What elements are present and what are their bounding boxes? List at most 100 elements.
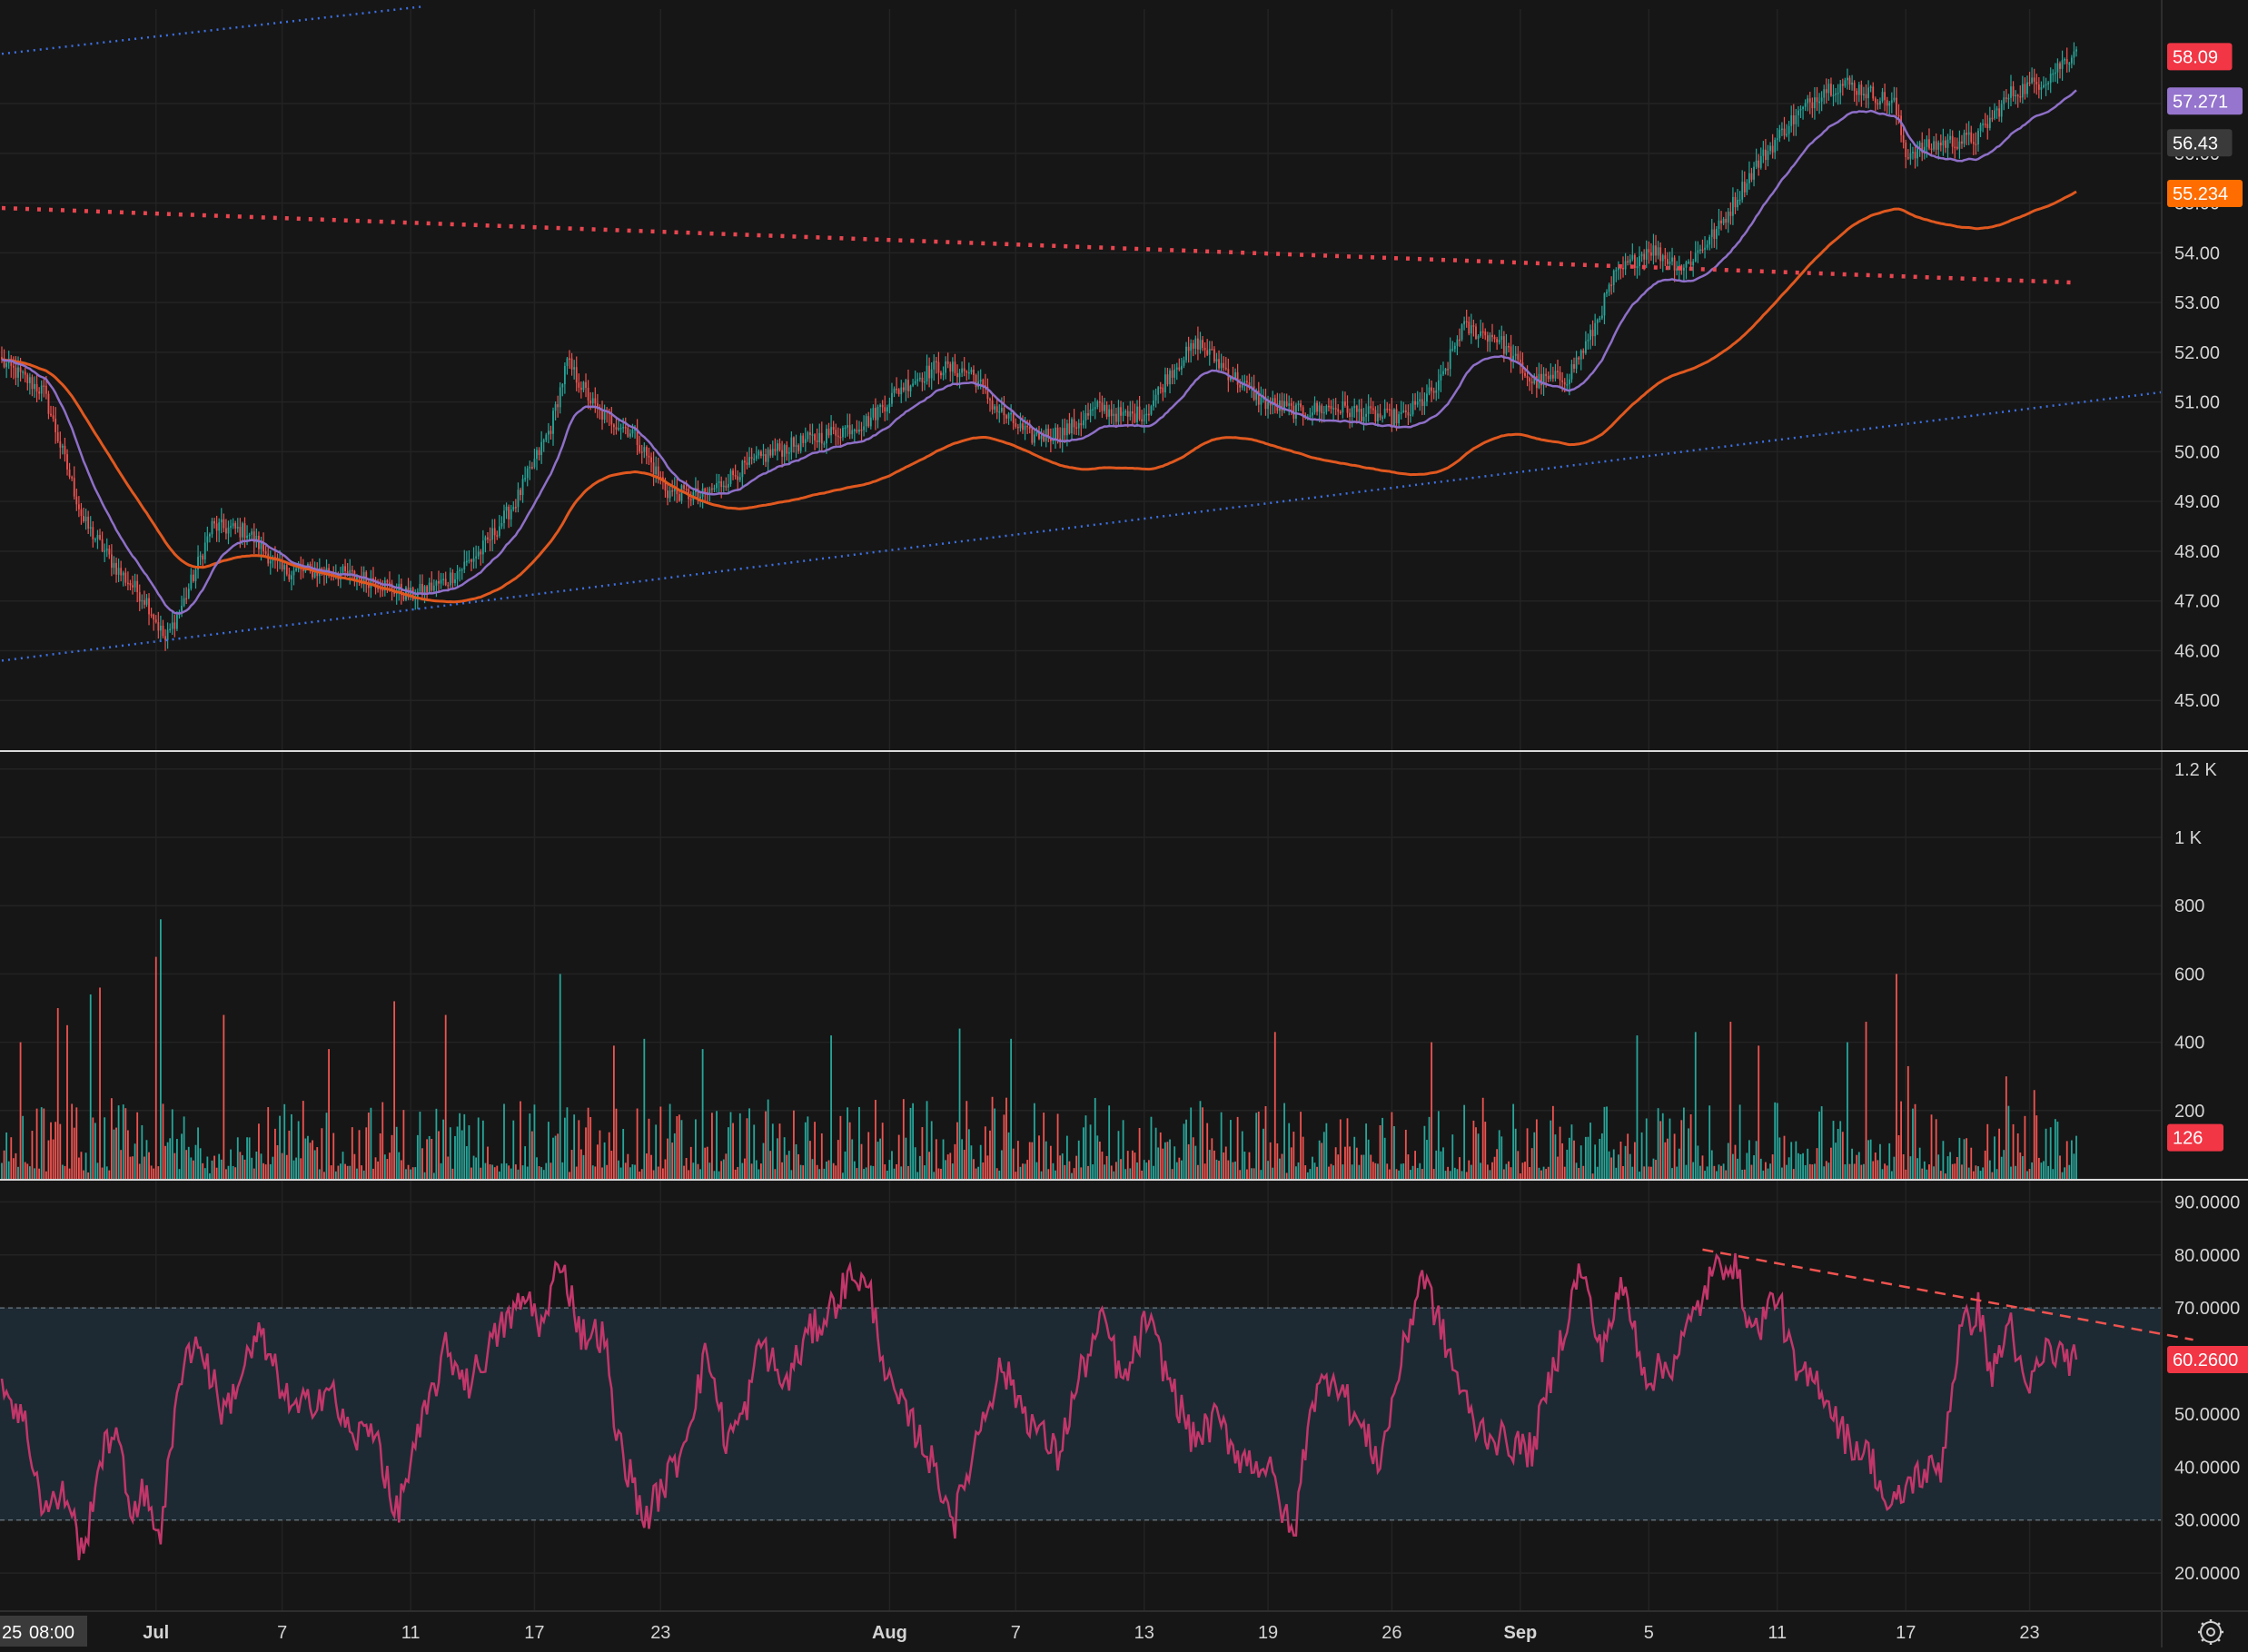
volume-bar (206, 1156, 209, 1179)
volume-bar (2028, 1169, 2031, 1179)
candle (1906, 149, 1909, 161)
candle (967, 362, 970, 380)
volume-bar (1215, 1159, 1218, 1179)
candle (1190, 339, 1193, 363)
candle (603, 404, 606, 424)
volume-bar (484, 1162, 487, 1179)
candle (1505, 333, 1508, 356)
volume-bar (797, 1153, 799, 1179)
support-trendline[interactable] (1, 391, 2164, 662)
candle (1297, 401, 1300, 412)
rsi-pane[interactable] (0, 1248, 2194, 1561)
time-tick-label: 11 (401, 1623, 421, 1643)
candle (818, 423, 821, 451)
volume-bar (853, 1161, 856, 1179)
volume-bar (1276, 1143, 1279, 1179)
volume-pane[interactable] (1, 919, 2077, 1179)
candle (1101, 395, 1104, 419)
candle (1197, 326, 1199, 361)
volume-bar (1493, 1156, 1496, 1179)
volume-bar (202, 1162, 204, 1179)
candle (1440, 364, 1442, 392)
volume-bar (1197, 1164, 1199, 1179)
candle (994, 403, 996, 414)
volume-bar (557, 1133, 560, 1179)
volume-bar (246, 1137, 248, 1179)
candle (1804, 99, 1807, 112)
volume-bar (573, 1114, 576, 1179)
candle (713, 484, 716, 493)
volume-bar (2047, 1165, 2050, 1179)
volume-bar (503, 1103, 505, 1179)
volume-bar (1257, 1111, 1260, 1179)
candle (1600, 305, 1603, 321)
volume-bar (1530, 1148, 1533, 1179)
volume-bar (1902, 1154, 1905, 1179)
candle (83, 507, 84, 523)
candle (1648, 241, 1650, 264)
volume-bar (227, 1165, 230, 1179)
candle (928, 357, 931, 388)
volume-bar (1600, 1133, 1603, 1179)
candle (1942, 128, 1945, 156)
candle (193, 569, 194, 583)
volume-bar (1893, 1156, 1896, 1179)
price-pane[interactable] (1, 5, 2164, 662)
volume-bar (1190, 1107, 1193, 1179)
candle (2068, 62, 2071, 73)
candle (438, 570, 440, 592)
candle (655, 456, 658, 483)
candle (847, 413, 848, 437)
volume-bar (242, 1154, 243, 1179)
candle (1174, 363, 1176, 385)
candle (145, 594, 148, 608)
volume-bar (984, 1126, 986, 1179)
volume-bar (1748, 1140, 1750, 1179)
volume-bar (1220, 1112, 1223, 1179)
candle (1746, 179, 1748, 195)
volume-bar (1388, 1169, 1391, 1179)
volume-bar (272, 1156, 274, 1179)
candle (578, 373, 580, 393)
volume-bar (148, 1152, 150, 1179)
volume-bar (77, 1157, 80, 1179)
candle (860, 421, 863, 442)
candle (879, 403, 881, 418)
volume-bar (958, 1028, 961, 1179)
rsi-trendline[interactable] (1702, 1248, 2194, 1341)
volume-bar (1105, 1155, 1108, 1179)
candle (1138, 396, 1141, 421)
candle (50, 405, 52, 418)
candle (1337, 403, 1340, 421)
candle (636, 419, 639, 455)
candle (1243, 374, 1246, 391)
candle (956, 364, 958, 386)
candle (456, 565, 459, 588)
volume-bar (1316, 1166, 1318, 1179)
candle (827, 422, 830, 439)
candle (645, 445, 648, 465)
volume-bar (136, 1112, 139, 1179)
candle (1738, 191, 1741, 205)
candle (1755, 148, 1758, 170)
volume-bar (942, 1139, 945, 1179)
volume-bar (1818, 1111, 1820, 1179)
volume-bar (886, 1171, 888, 1179)
volume-bar (1816, 1148, 1818, 1179)
volume-bar (795, 1143, 797, 1179)
volume-bar (552, 1137, 554, 1179)
volume-bar (1510, 1167, 1512, 1179)
volume-bar (2061, 1172, 2064, 1179)
candle (1853, 80, 1856, 103)
price-tick-label: 49.00 (2174, 492, 2220, 512)
candle (1881, 87, 1884, 104)
candle (1961, 134, 1963, 149)
upper-channel-trendline[interactable] (1, 5, 423, 55)
volume-bar (1827, 1162, 1830, 1179)
settings-gear-icon[interactable] (2198, 1619, 2223, 1645)
resistance-trendline[interactable] (1, 205, 2077, 285)
